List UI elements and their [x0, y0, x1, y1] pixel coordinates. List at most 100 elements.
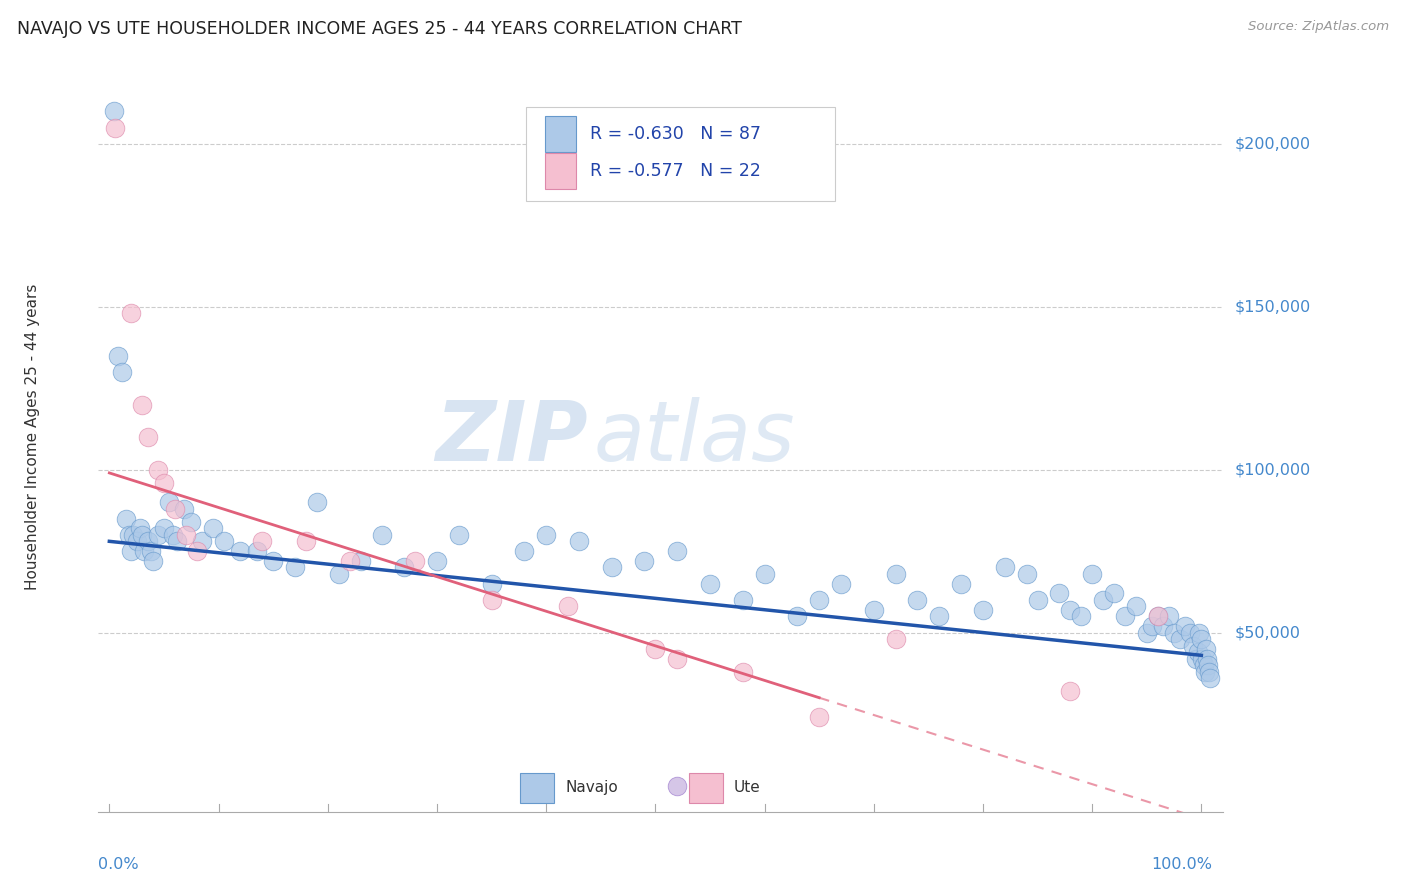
Text: $50,000: $50,000	[1234, 625, 1301, 640]
Point	[1187, 645, 1209, 659]
Point	[950, 576, 973, 591]
Point	[808, 710, 831, 724]
Text: Navajo: Navajo	[565, 780, 619, 796]
Point	[131, 397, 153, 411]
Point	[1191, 651, 1213, 665]
Point	[1114, 609, 1136, 624]
Point	[699, 576, 721, 591]
Point	[808, 593, 831, 607]
Point	[633, 554, 655, 568]
Point	[174, 528, 197, 542]
Point	[153, 521, 176, 535]
Point	[568, 534, 591, 549]
Point	[830, 576, 852, 591]
Text: NAVAJO VS UTE HOUSEHOLDER INCOME AGES 25 - 44 YEARS CORRELATION CHART: NAVAJO VS UTE HOUSEHOLDER INCOME AGES 25…	[17, 20, 742, 37]
Point	[1180, 625, 1202, 640]
Text: $100,000: $100,000	[1234, 462, 1310, 477]
Point	[644, 641, 666, 656]
Point	[305, 495, 328, 509]
Point	[1125, 599, 1147, 614]
Text: Ute: Ute	[734, 780, 761, 796]
FancyBboxPatch shape	[546, 153, 576, 189]
Point	[731, 593, 754, 607]
Point	[134, 544, 156, 558]
Point	[371, 528, 394, 542]
Point	[1194, 665, 1216, 679]
Point	[1026, 593, 1049, 607]
Point	[666, 651, 689, 665]
Point	[120, 306, 142, 320]
Text: Householder Income Ages 25 - 44 years: Householder Income Ages 25 - 44 years	[25, 284, 41, 591]
Point	[1174, 619, 1197, 633]
Point	[972, 603, 994, 617]
Point	[1185, 651, 1208, 665]
Point	[1157, 609, 1180, 624]
Point	[114, 511, 136, 525]
Point	[136, 430, 159, 444]
Point	[1146, 609, 1168, 624]
Text: R = -0.577   N = 22: R = -0.577 N = 22	[591, 162, 761, 180]
Point	[202, 521, 225, 535]
Point	[1015, 566, 1038, 581]
Point	[1081, 566, 1104, 581]
Point	[1199, 671, 1222, 685]
Text: Source: ZipAtlas.com: Source: ZipAtlas.com	[1249, 20, 1389, 33]
Point	[862, 603, 884, 617]
Point	[928, 609, 950, 624]
Point	[111, 365, 134, 379]
Text: $200,000: $200,000	[1234, 136, 1310, 152]
Point	[481, 593, 503, 607]
Point	[166, 534, 188, 549]
Point	[148, 463, 170, 477]
Point	[186, 544, 208, 558]
Point	[339, 554, 361, 568]
Point	[180, 515, 202, 529]
Point	[907, 593, 929, 607]
Point	[295, 534, 318, 549]
Point	[252, 534, 274, 549]
Point	[426, 554, 449, 568]
Text: ZIP: ZIP	[434, 397, 588, 477]
FancyBboxPatch shape	[526, 107, 835, 201]
Point	[142, 554, 165, 568]
Point	[103, 104, 125, 119]
Point	[163, 501, 186, 516]
Point	[1181, 639, 1204, 653]
Point	[404, 554, 426, 568]
Text: 100.0%: 100.0%	[1152, 857, 1212, 872]
Point	[447, 528, 470, 542]
Text: 0.0%: 0.0%	[98, 857, 139, 872]
Point	[1197, 658, 1219, 673]
Point	[162, 528, 184, 542]
Point	[786, 609, 808, 624]
Point	[666, 779, 689, 793]
Point	[481, 576, 503, 591]
Point	[534, 528, 557, 542]
Point	[229, 544, 252, 558]
Point	[1195, 651, 1218, 665]
Point	[754, 566, 776, 581]
Point	[122, 528, 145, 542]
Point	[212, 534, 235, 549]
Point	[666, 544, 689, 558]
Point	[600, 560, 623, 574]
Point	[157, 495, 180, 509]
Text: R = -0.630   N = 87: R = -0.630 N = 87	[591, 125, 761, 143]
Text: $150,000: $150,000	[1234, 300, 1310, 314]
Point	[118, 528, 141, 542]
FancyBboxPatch shape	[546, 116, 576, 152]
Point	[129, 521, 152, 535]
Point	[1192, 658, 1215, 673]
Point	[1195, 641, 1218, 656]
Point	[1189, 632, 1212, 646]
Point	[994, 560, 1017, 574]
Point	[107, 349, 129, 363]
Point	[513, 544, 536, 558]
Point	[1198, 665, 1220, 679]
Point	[1092, 593, 1115, 607]
Text: atlas: atlas	[593, 397, 794, 477]
Point	[191, 534, 214, 549]
Point	[136, 534, 159, 549]
Point	[1163, 625, 1185, 640]
Point	[349, 554, 371, 568]
